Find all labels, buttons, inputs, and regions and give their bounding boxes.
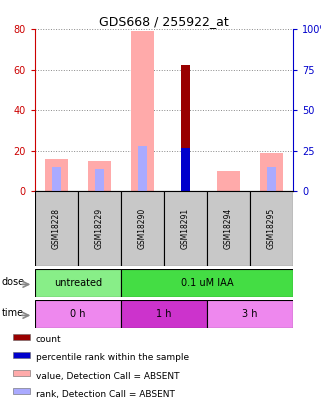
Bar bbox=[121, 269, 293, 297]
Text: GSM18290: GSM18290 bbox=[138, 208, 147, 249]
Bar bbox=[88, 161, 111, 191]
Text: dose: dose bbox=[2, 277, 25, 287]
Text: 0 h: 0 h bbox=[70, 309, 86, 319]
Text: GSM18294: GSM18294 bbox=[224, 208, 233, 249]
Text: GSM18291: GSM18291 bbox=[181, 208, 190, 249]
Bar bbox=[78, 191, 121, 266]
Text: percentile rank within the sample: percentile rank within the sample bbox=[36, 354, 189, 362]
Text: GSM18295: GSM18295 bbox=[267, 208, 276, 249]
Bar bbox=[95, 169, 104, 191]
Bar bbox=[181, 66, 190, 191]
Text: 3 h: 3 h bbox=[242, 309, 258, 319]
Text: time: time bbox=[2, 308, 24, 318]
Bar bbox=[121, 191, 164, 266]
Text: GSM18229: GSM18229 bbox=[95, 208, 104, 249]
Text: value, Detection Call = ABSENT: value, Detection Call = ABSENT bbox=[36, 371, 179, 381]
Text: 1 h: 1 h bbox=[156, 309, 172, 319]
Bar bbox=[121, 300, 207, 328]
Bar bbox=[13, 352, 30, 358]
Bar bbox=[35, 191, 78, 266]
Title: GDS668 / 255922_at: GDS668 / 255922_at bbox=[99, 15, 229, 28]
Bar bbox=[207, 300, 293, 328]
Bar bbox=[250, 191, 293, 266]
Text: count: count bbox=[36, 335, 61, 345]
Bar bbox=[207, 191, 250, 266]
Bar bbox=[217, 171, 240, 191]
Bar bbox=[181, 149, 190, 191]
Bar bbox=[45, 159, 68, 191]
Bar bbox=[164, 191, 207, 266]
Bar bbox=[13, 370, 30, 377]
Bar bbox=[138, 147, 147, 191]
Bar bbox=[131, 31, 154, 191]
Text: 0.1 uM IAA: 0.1 uM IAA bbox=[181, 278, 233, 288]
Text: GSM18228: GSM18228 bbox=[52, 208, 61, 249]
Bar bbox=[13, 334, 30, 341]
Text: untreated: untreated bbox=[54, 278, 102, 288]
Bar bbox=[35, 300, 121, 328]
Bar bbox=[260, 153, 283, 191]
Bar bbox=[52, 167, 61, 191]
Text: rank, Detection Call = ABSENT: rank, Detection Call = ABSENT bbox=[36, 390, 175, 399]
Bar bbox=[267, 167, 276, 191]
Bar bbox=[35, 269, 121, 297]
Bar bbox=[13, 388, 30, 394]
